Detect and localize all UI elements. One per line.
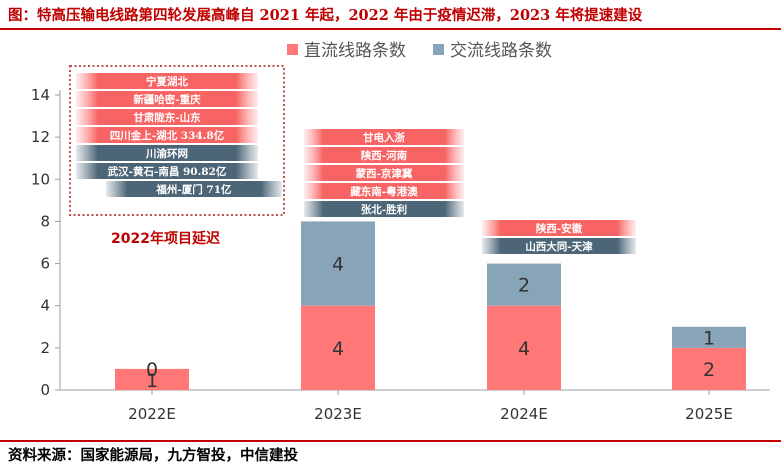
project-ribbon-dc	[76, 127, 258, 143]
y-tick-label: 12	[31, 128, 50, 146]
project-label: 宁夏湖北	[146, 75, 188, 88]
data-label-ac: 4	[332, 254, 344, 276]
title-rule	[0, 28, 781, 30]
bar-dc	[115, 368, 189, 390]
legend-label-dc: 直流线路条数	[304, 41, 406, 61]
y-tick-label: 6	[40, 255, 50, 273]
project-ribbon-ac	[304, 201, 464, 217]
project-label: 川渝环网	[145, 147, 188, 160]
project-label: 甘电入浙	[363, 131, 405, 144]
project-ribbon-ac	[106, 181, 282, 197]
data-label-ac: 2	[518, 275, 530, 297]
project-label: 张北-胜利	[361, 203, 407, 216]
project-label: 陕西-河南	[361, 149, 408, 162]
data-label-dc: 2	[703, 359, 715, 381]
project-ribbon-dc	[304, 183, 464, 199]
figure-title: 图：特高压输电线路第四轮发展高峰自 2021 年起，2022 年由于疫情迟滞，2…	[8, 7, 643, 24]
project-ribbon-dc	[76, 109, 258, 125]
legend-swatch-dc	[287, 44, 298, 55]
data-label-ac: 0	[146, 359, 158, 381]
data-label-dc: 1	[146, 370, 158, 392]
legend-label-ac: 交流线路条数	[450, 41, 552, 61]
project-label: 甘肃陇东-山东	[133, 111, 201, 124]
x-tick-label: 2025E	[685, 405, 733, 423]
y-tick-label: 10	[31, 170, 50, 188]
project-label: 四川金上-湖北 334.8亿	[110, 129, 225, 142]
y-tick-label: 0	[40, 381, 50, 399]
bar-ac	[487, 263, 561, 306]
x-tick-label: 2022E	[128, 405, 176, 423]
data-label-ac: 1	[703, 327, 715, 349]
bar-dc	[301, 305, 375, 390]
y-tick-label: 8	[40, 212, 50, 230]
project-ribbon-dc	[76, 73, 258, 89]
project-ribbon-dc	[482, 220, 636, 236]
project-label: 山西大同-天津	[525, 240, 593, 253]
project-label: 陕西-安徽	[536, 222, 583, 235]
project-label: 新疆哈密-重庆	[133, 93, 201, 106]
data-label-dc: 4	[332, 338, 344, 360]
project-ribbon-ac	[76, 163, 258, 179]
project-ribbon-dc	[304, 147, 464, 163]
project-ribbon-dc	[76, 91, 258, 107]
project-ribbon-dc	[304, 165, 464, 181]
x-tick-label: 2024E	[500, 405, 548, 423]
bar-dc	[672, 347, 746, 390]
bar-ac	[672, 326, 746, 348]
x-tick-label: 2023E	[314, 405, 362, 423]
project-label: 藏东南-粤港澳	[350, 185, 418, 198]
source-note: 资料来源：国家能源局，九方智投，中信建投	[8, 447, 298, 464]
project-ribbon-dc	[304, 129, 464, 145]
y-tick-label: 4	[40, 297, 50, 315]
project-label: 武汉-黄石-南昌 90.82亿	[108, 165, 227, 178]
bar-dc	[487, 305, 561, 390]
legend-swatch-ac	[433, 44, 444, 55]
delay-label: 2022年项目延迟	[111, 230, 220, 247]
project-ribbon-ac	[482, 238, 636, 254]
y-tick-label: 14	[31, 86, 50, 104]
project-ribbon-ac	[76, 145, 258, 161]
source-rule	[0, 440, 781, 442]
bar-ac	[301, 221, 375, 306]
project-label: 福州-厦门 71亿	[155, 183, 232, 196]
data-label-dc: 4	[518, 338, 530, 360]
delayed-projects-box	[69, 65, 285, 216]
y-tick-label: 2	[40, 339, 50, 357]
project-label: 蒙西-京津冀	[356, 167, 413, 180]
